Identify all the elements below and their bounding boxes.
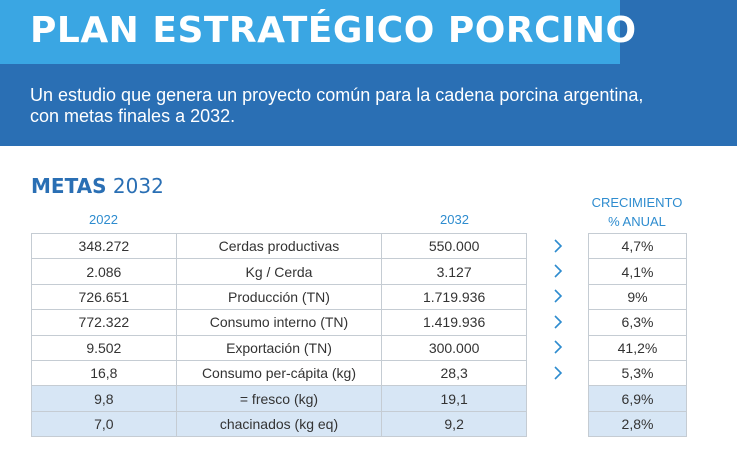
subtitle-line-2: con metas finales a 2032. bbox=[30, 106, 236, 126]
chevron-right-icon bbox=[549, 335, 567, 360]
growth-table: 4,7% 4,1% 9% 6,3% 41,2% 5,3% 6,9% 2,8% bbox=[588, 232, 687, 438]
value-2022-cell: 772.322 bbox=[31, 309, 177, 336]
metric-label-cell: Producción (TN) bbox=[175, 283, 383, 311]
table-row: 772.322 Consumo interno (TN) 1.419.936 bbox=[31, 309, 527, 336]
table-row: 5,3% bbox=[588, 359, 687, 387]
growth-header-line-2: % ANUAL bbox=[608, 214, 666, 229]
value-2022-cell: 7,0 bbox=[31, 410, 177, 438]
table-row: 4,7% bbox=[588, 232, 687, 260]
section-title-year: 2032 bbox=[112, 174, 164, 198]
metric-label-cell: Kg / Cerda bbox=[175, 258, 383, 285]
column-header-2032: 2032 bbox=[440, 212, 469, 227]
chevron-right-icon bbox=[549, 233, 567, 258]
metric-label-cell: chacinados (kg eq) bbox=[175, 410, 383, 438]
growth-cell: 6,3% bbox=[588, 309, 687, 336]
value-2032-cell: 9,2 bbox=[381, 410, 527, 438]
table-row: 726.651 Producción (TN) 1.719.936 bbox=[31, 283, 527, 311]
value-2032-cell: 1.719.936 bbox=[381, 283, 527, 311]
growth-cell: 2,8% bbox=[588, 410, 687, 438]
table-row: 41,2% bbox=[588, 334, 687, 361]
growth-cell: 41,2% bbox=[588, 334, 687, 361]
subtitle-line-1: Un estudio que genera un proyecto común … bbox=[30, 85, 644, 105]
value-2022-cell: 348.272 bbox=[31, 232, 177, 260]
table-row: 2.086 Kg / Cerda 3.127 bbox=[31, 258, 527, 285]
growth-cell: 4,7% bbox=[588, 232, 687, 260]
value-2022-cell: 9.502 bbox=[31, 334, 177, 361]
title-box bbox=[0, 0, 620, 64]
metas-table: 348.272 Cerdas productivas 550.000 2.086… bbox=[31, 232, 527, 438]
chevron-right-icon bbox=[549, 258, 567, 283]
value-2032-cell: 300.000 bbox=[381, 334, 527, 361]
growth-cell: 9% bbox=[588, 283, 687, 311]
table-row-subitem: 9,8 = fresco (kg) 19,1 bbox=[31, 385, 527, 412]
value-2022-cell: 16,8 bbox=[31, 359, 177, 387]
chevron-right-icon bbox=[549, 360, 567, 385]
table-row: 348.272 Cerdas productivas 550.000 bbox=[31, 232, 527, 260]
growth-cell: 4,1% bbox=[588, 258, 687, 285]
table-row-subitem: 2,8% bbox=[588, 410, 687, 438]
metric-label-cell: Cerdas productivas bbox=[175, 232, 383, 260]
metric-label-cell: = fresco (kg) bbox=[175, 385, 383, 412]
value-2032-cell: 550.000 bbox=[381, 232, 527, 260]
column-header-2022: 2022 bbox=[89, 212, 118, 227]
value-2032-cell: 28,3 bbox=[381, 359, 527, 387]
chevron-right-icon bbox=[549, 284, 567, 309]
section-title-label: METAS bbox=[31, 174, 107, 198]
table-row: 9.502 Exportación (TN) 300.000 bbox=[31, 334, 527, 361]
metric-label-cell: Consumo interno (TN) bbox=[175, 309, 383, 336]
arrow-column bbox=[549, 233, 567, 385]
column-header-growth: CRECIMIENTO % ANUAL bbox=[587, 193, 687, 231]
metric-label-cell: Exportación (TN) bbox=[175, 334, 383, 361]
table-row-subitem: 6,9% bbox=[588, 385, 687, 412]
table-row: 16,8 Consumo per-cápita (kg) 28,3 bbox=[31, 359, 527, 387]
page-subtitle: Un estudio que genera un proyecto común … bbox=[30, 85, 720, 127]
table-row-subitem: 7,0 chacinados (kg eq) 9,2 bbox=[31, 410, 527, 438]
value-2022-cell: 2.086 bbox=[31, 258, 177, 285]
table-row: 6,3% bbox=[588, 309, 687, 336]
page-title: PLAN ESTRATÉGICO PORCINO bbox=[30, 10, 637, 51]
value-2032-cell: 1.419.936 bbox=[381, 309, 527, 336]
section-title: METAS 2032 bbox=[31, 174, 164, 198]
value-2022-cell: 726.651 bbox=[31, 283, 177, 311]
metric-label-cell: Consumo per-cápita (kg) bbox=[175, 359, 383, 387]
table-row: 4,1% bbox=[588, 258, 687, 285]
value-2032-cell: 19,1 bbox=[381, 385, 527, 412]
value-2022-cell: 9,8 bbox=[31, 385, 177, 412]
growth-cell: 5,3% bbox=[588, 359, 687, 387]
value-2032-cell: 3.127 bbox=[381, 258, 527, 285]
growth-header-line-1: CRECIMIENTO bbox=[591, 195, 683, 210]
chevron-right-icon bbox=[549, 309, 567, 334]
growth-cell: 6,9% bbox=[588, 385, 687, 412]
table-row: 9% bbox=[588, 283, 687, 311]
